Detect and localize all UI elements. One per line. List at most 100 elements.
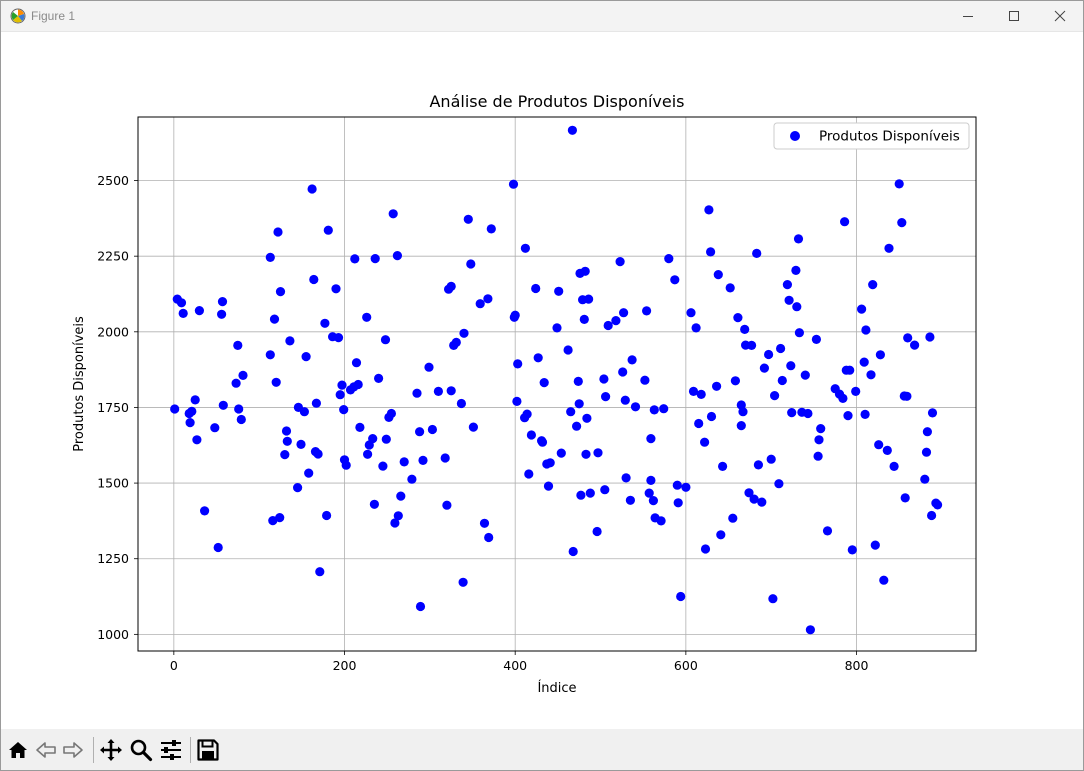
scatter-point	[486, 224, 496, 234]
scatter-point	[630, 402, 641, 412]
scatter-point	[552, 323, 562, 333]
save-button[interactable]	[195, 737, 221, 763]
zoom-button[interactable]	[128, 737, 154, 763]
scatter-point	[696, 389, 706, 399]
back-button[interactable]	[33, 737, 59, 763]
scatter-point	[900, 493, 910, 503]
scatter-point	[601, 392, 611, 402]
scatter-point	[285, 336, 295, 346]
scatter-point	[275, 287, 286, 297]
home-button[interactable]	[5, 737, 31, 763]
back-icon	[36, 742, 56, 758]
scatter-point	[475, 299, 485, 309]
scatter-point	[456, 398, 466, 409]
scatter-point	[672, 480, 682, 490]
figure-canvas[interactable]: 0 200 400 600 800 1000 1250 1500 1750 2000 2250 250…	[1, 32, 1083, 729]
scatter-point	[176, 298, 187, 308]
scatter-point	[539, 378, 549, 388]
scatter-point	[700, 437, 710, 447]
data-points	[170, 125, 943, 635]
pan-button[interactable]	[98, 737, 124, 763]
scatter-point	[323, 225, 333, 235]
scatter-point	[213, 542, 223, 553]
configure-subplots-button[interactable]	[158, 737, 184, 763]
scatter-point	[793, 234, 804, 244]
scatter-point	[615, 257, 625, 267]
forward-button[interactable]	[60, 737, 86, 763]
scatter-point	[843, 411, 853, 421]
scatter-point	[840, 217, 850, 227]
x-axis-label: Índice	[537, 680, 576, 696]
scatter-point	[611, 316, 621, 326]
scatter-point	[369, 499, 379, 509]
scatter-point	[800, 370, 810, 380]
scatter-point	[740, 324, 750, 334]
scatter-point	[309, 274, 319, 285]
scatter-point	[621, 473, 631, 483]
scatter-point	[280, 450, 290, 460]
matplotlib-logo-icon	[10, 8, 26, 24]
maximize-button[interactable]	[991, 1, 1037, 31]
scatter-point	[370, 254, 380, 264]
home-icon	[9, 742, 27, 758]
scatter-point	[903, 333, 913, 343]
scatter-point	[851, 386, 861, 396]
scatter-point	[870, 540, 880, 550]
scatter-point	[757, 497, 767, 507]
minimize-button[interactable]	[945, 1, 991, 31]
scatter-point	[787, 408, 797, 418]
scatter-point	[368, 434, 378, 444]
scatter-point	[194, 306, 204, 316]
scatter-point	[178, 308, 188, 318]
scatter-point	[784, 295, 794, 305]
scatter-point	[355, 422, 365, 432]
scatter-point	[520, 243, 531, 253]
scatter-point	[433, 386, 443, 396]
scatter-point	[296, 439, 306, 449]
scatter-point	[582, 413, 592, 423]
scatter-point	[811, 334, 822, 344]
scatter-point	[556, 448, 566, 458]
y-tick-label: 2250	[97, 249, 129, 264]
scatter-point	[925, 332, 935, 342]
scatter-point	[282, 436, 292, 446]
scatter-point	[782, 280, 793, 290]
scatter-point	[233, 340, 243, 350]
scatter-point	[592, 526, 602, 537]
toolbar-separator	[190, 737, 191, 763]
scatter-point	[759, 363, 770, 373]
scatter-point	[713, 270, 723, 280]
scatter-point	[311, 398, 321, 408]
scatter-point	[627, 355, 637, 365]
close-button[interactable]	[1037, 1, 1083, 31]
scatter-point	[531, 283, 541, 294]
axes-frame	[137, 116, 977, 652]
scatter-point	[301, 352, 311, 362]
y-tick-label: 2000	[97, 324, 129, 339]
maximize-icon	[1009, 11, 1019, 21]
scatter-point	[749, 494, 759, 504]
scatter-point	[424, 362, 434, 372]
scatter-point	[238, 370, 248, 380]
scatter-point	[874, 440, 884, 450]
x-tick-label: 0	[170, 658, 178, 673]
scatter-point	[526, 430, 537, 440]
scatter-point	[378, 461, 388, 471]
scatter-point	[686, 308, 696, 318]
axis-ticks: 0 200 400 600 800 1000 1250 1500 1750 2000 2250 250…	[97, 173, 868, 673]
scatter-point	[479, 518, 490, 528]
scatter-point	[910, 340, 920, 350]
scatter-point	[640, 375, 650, 385]
scatter-point	[822, 526, 833, 536]
scatter-point	[694, 418, 704, 429]
scatter-point	[299, 407, 309, 417]
scatter-point	[574, 399, 584, 409]
scatter-point	[791, 265, 801, 275]
scatter-point	[351, 358, 362, 368]
x-tick-label: 400	[503, 658, 527, 673]
scatter-point	[217, 297, 228, 307]
scatter-point	[838, 393, 848, 403]
scatter-point	[451, 337, 461, 347]
scatter-point	[231, 378, 241, 388]
scatter-point	[331, 284, 341, 294]
